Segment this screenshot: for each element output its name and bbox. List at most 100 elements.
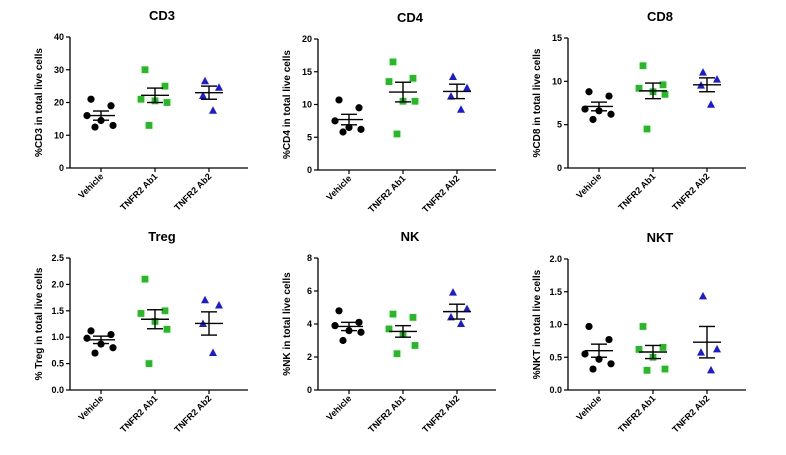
x-tick-label: TNFR2 Ab1 — [366, 393, 407, 434]
data-point — [449, 72, 457, 80]
data-point — [713, 344, 721, 353]
data-point — [699, 68, 707, 76]
data-point — [635, 84, 643, 92]
data-point — [385, 325, 393, 333]
series-tnfr2-ab2 — [195, 76, 223, 114]
y-tick-label: 0.5 — [549, 352, 562, 362]
x-tick-label: TNFR2 Ab1 — [616, 171, 657, 212]
data-point — [639, 62, 647, 70]
y-tick-label: 1.5 — [51, 306, 64, 316]
x-tick-label: Vehicle — [574, 393, 603, 422]
series-tnfr2-ab1 — [635, 323, 669, 374]
y-tick-label: 30 — [54, 65, 64, 75]
data-point — [607, 110, 615, 118]
data-point — [605, 335, 613, 344]
y-tick-label: 1.0 — [51, 332, 64, 342]
y-axis-label: %CD3 in total live cells — [34, 48, 45, 157]
x-tick-label: Vehicle — [324, 173, 353, 202]
y-tick-label: 6 — [307, 286, 312, 296]
data-point — [201, 295, 209, 304]
y-axis-label: %CD8 in total live cells — [532, 48, 543, 157]
series-vehicle — [331, 307, 365, 345]
y-tick-label: 8 — [307, 253, 312, 263]
data-point — [355, 104, 363, 112]
chart-title: CD3 — [149, 8, 175, 23]
y-tick-label: 1.5 — [549, 287, 562, 297]
y-tick-label: 4 — [307, 319, 312, 329]
data-point — [331, 117, 339, 125]
series-tnfr2-ab1 — [137, 66, 171, 129]
y-tick-label: 0.5 — [51, 359, 64, 369]
data-point — [463, 83, 471, 92]
y-tick-label: 0.0 — [51, 385, 64, 395]
y-tick-label: 0 — [307, 165, 312, 175]
data-point — [357, 328, 365, 336]
y-tick-label: 20 — [302, 34, 312, 44]
data-point — [87, 95, 95, 103]
data-point — [589, 115, 597, 124]
y-axis-label: % Treg in total live cells — [34, 267, 45, 380]
data-point — [457, 319, 465, 327]
data-point — [163, 99, 171, 106]
y-tick-label: 2.0 — [549, 254, 562, 264]
y-tick-label: 40 — [54, 32, 64, 42]
y-tick-label: 20 — [54, 98, 64, 108]
x-tick-label: TNFR2 Ab1 — [366, 173, 407, 214]
series-tnfr2-ab1 — [137, 275, 171, 367]
data-point — [635, 345, 643, 353]
series-vehicle — [83, 95, 117, 131]
y-tick-label: 0.0 — [549, 385, 562, 395]
data-point — [389, 58, 397, 66]
data-point — [393, 130, 401, 138]
data-point — [87, 327, 95, 335]
series-tnfr2-ab2 — [443, 72, 471, 113]
x-tick-label: TNFR2 Ab2 — [172, 393, 213, 434]
data-point — [339, 336, 347, 345]
data-point — [643, 125, 651, 133]
chart-panel-cd3: CD3 %CD3 in total live cells 0 10 20 30 40 Vehi… — [34, 8, 248, 212]
data-point — [409, 314, 417, 321]
data-point — [209, 348, 217, 357]
chart-panel-cd4: CD4 %CD4 in total live cells 0 5 10 15 20 Vehic… — [282, 10, 496, 214]
chart-panel-nk: NK %NK in total live cells 0 2 4 6 8 Vehicle TNF… — [282, 229, 496, 434]
data-point — [145, 360, 153, 367]
data-point — [411, 97, 419, 105]
data-point — [707, 100, 715, 108]
y-tick-label: 5 — [307, 132, 312, 142]
data-point — [345, 123, 353, 132]
data-point — [141, 275, 149, 283]
data-point — [215, 83, 223, 91]
y-axis-label: %NK in total live cells — [282, 272, 293, 376]
data-point — [643, 366, 651, 374]
data-point — [163, 325, 171, 333]
data-point — [707, 365, 715, 374]
series-tnfr2-ab2 — [693, 291, 721, 374]
x-tick-label: TNFR2 Ab2 — [172, 171, 213, 212]
data-point — [589, 365, 597, 373]
data-point — [457, 105, 465, 113]
data-point — [447, 92, 455, 100]
data-point — [91, 349, 99, 357]
series-vehicle — [581, 322, 615, 373]
chart-panel-cd8: CD8 %CD8 in total live cells 0 5 10 15 Vehicle… — [532, 9, 746, 212]
data-point — [699, 291, 707, 300]
series-tnfr2-ab1 — [385, 58, 419, 138]
y-tick-label: 2.0 — [51, 279, 64, 289]
data-point — [137, 310, 145, 317]
data-point — [385, 78, 393, 85]
series-tnfr2-ab2 — [693, 68, 721, 108]
x-tick-label: TNFR2 Ab2 — [670, 393, 711, 434]
data-point — [357, 125, 365, 133]
data-point — [335, 96, 343, 104]
y-tick-label: 15 — [552, 33, 562, 43]
data-point — [585, 88, 593, 96]
data-point — [713, 75, 721, 83]
y-tick-label: 10 — [302, 100, 312, 110]
data-point — [697, 348, 705, 356]
data-point — [107, 102, 115, 110]
series-vehicle — [83, 327, 117, 357]
data-point — [607, 360, 615, 368]
y-tick-label: 1.0 — [549, 320, 562, 330]
y-tick-label: 2.5 — [51, 253, 64, 263]
